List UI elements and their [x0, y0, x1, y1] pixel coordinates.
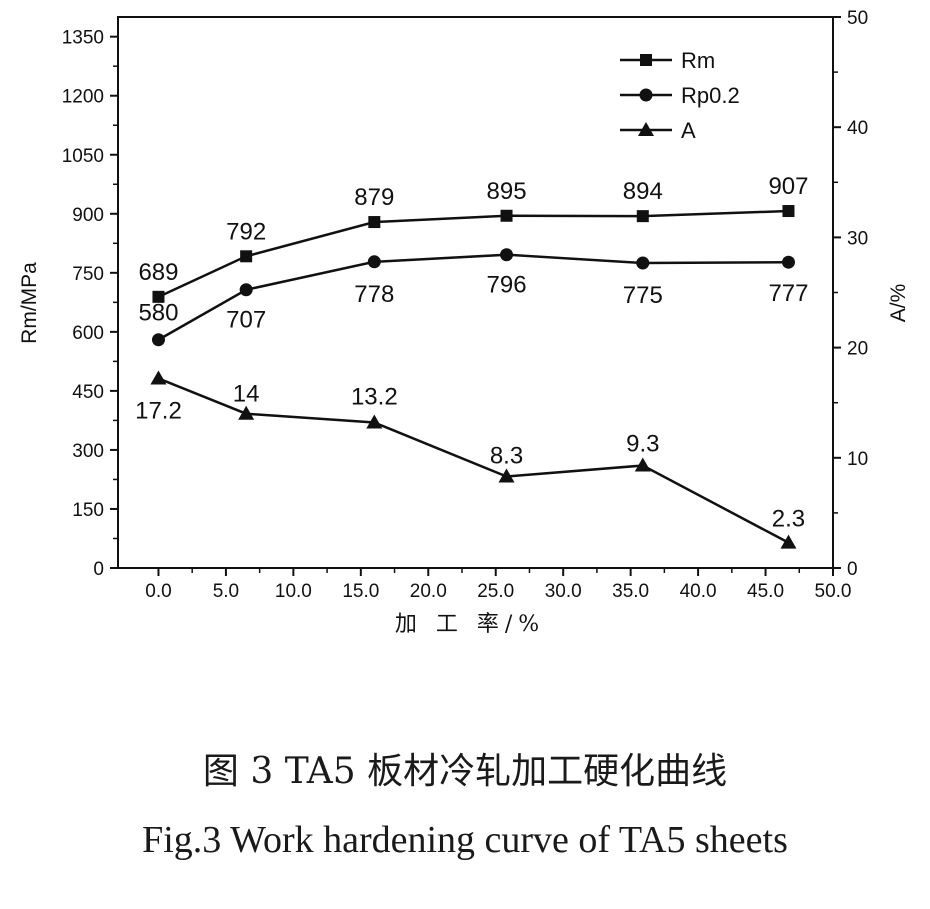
figure-caption-english: Fig.3 Work hardening curve of TA5 sheets: [142, 819, 788, 861]
data-point-rm: [782, 205, 795, 218]
data-label-rp0-2: 775: [623, 282, 663, 309]
x-tick-label: 25.0: [477, 581, 514, 602]
y-left-tick-label: 1050: [62, 146, 104, 167]
series-line-rm: [157, 209, 789, 298]
y-left-tick-label: 1350: [62, 28, 104, 49]
x-tick-label: 0.0: [145, 581, 171, 602]
data-label-rm: 792: [226, 218, 266, 245]
data-point-rp0-2: [500, 248, 514, 262]
y-left-tick-label: 300: [72, 441, 104, 462]
y-axis-title-right: A/%: [887, 284, 910, 323]
x-tick-label: 30.0: [545, 581, 582, 602]
y-right-tick-label: 10: [847, 449, 868, 470]
legend-item-rm: Rm: [620, 48, 715, 73]
data-point-a: [634, 457, 651, 472]
legend-marker: [639, 88, 653, 102]
data-label-rm: 907: [768, 173, 808, 200]
x-tick-label: 5.0: [213, 581, 239, 602]
data-point-a: [150, 370, 167, 385]
data-point-a: [366, 414, 383, 429]
data-point-a: [498, 468, 515, 483]
data-label-rp0-2: 707: [226, 307, 266, 334]
y-left-tick-label: 0: [93, 559, 104, 580]
data-label-rp0-2: 580: [138, 300, 178, 327]
data-point-rm: [152, 290, 165, 303]
data-label-a: 17.2: [135, 397, 182, 424]
data-label-rm: 879: [354, 184, 394, 211]
x-tick-label: 50.0: [815, 581, 852, 602]
y-left-tick-label: 900: [72, 205, 104, 226]
data-point-a: [780, 534, 797, 549]
data-label-rp0-2: 777: [768, 280, 808, 307]
x-tick-label: 40.0: [680, 581, 717, 602]
data-point-rm: [636, 210, 649, 223]
y-right-tick-label: 20: [847, 339, 868, 360]
data-point-rp0-2: [239, 283, 253, 297]
x-axis-title: 加 工 率/%: [395, 612, 545, 637]
data-label-rm: 895: [487, 178, 527, 205]
data-label-a: 14: [233, 381, 260, 408]
data-label-rp0-2: 796: [487, 272, 527, 299]
data-point-rm: [368, 216, 381, 229]
y-right-tick-label: 30: [847, 228, 868, 249]
y-left-tick-label: 150: [72, 500, 104, 521]
y-right-tick-label: 0: [847, 559, 858, 580]
series-rp0-2: [151, 248, 795, 347]
y-left-tick-label: 750: [72, 264, 104, 285]
series-line-a: [158, 377, 790, 544]
series-a: [150, 370, 797, 549]
x-tick-label: 35.0: [612, 581, 649, 602]
legend-label: Rp0.2: [681, 83, 740, 108]
series-line-rp0-2: [157, 253, 789, 341]
x-tick-label: 15.0: [342, 581, 379, 602]
y-right-tick-label: 40: [847, 118, 868, 139]
legend-item-a: A: [620, 118, 696, 143]
data-point-rp0-2: [367, 255, 381, 269]
data-label-a: 9.3: [626, 431, 659, 458]
axes: 0.0 5.0 10.0 15.0 20.0 25.0 30.0 35.0 40.0 45.0 50…: [62, 8, 868, 602]
x-tick-label: 45.0: [747, 581, 784, 602]
data-point-rp0-2: [636, 256, 650, 270]
legend: Rm Rp0.2 A: [620, 48, 740, 143]
data-label-a: 8.3: [490, 443, 523, 470]
legend-label: A: [681, 118, 696, 143]
data-point-a: [238, 405, 255, 420]
legend-marker: [640, 54, 652, 66]
y-right-tick-label: 50: [847, 8, 868, 29]
data-point-rp0-2: [151, 333, 165, 347]
y-left-tick-label: 1200: [62, 87, 104, 108]
x-tick-label: 20.0: [410, 581, 447, 602]
legend-label: Rm: [681, 48, 715, 73]
y-left-tick-label: 450: [72, 382, 104, 403]
series-layer: [150, 205, 797, 549]
data-label-rm: 894: [623, 178, 663, 205]
x-tick-label: 10.0: [275, 581, 312, 602]
legend-item-rp0-2: Rp0.2: [620, 83, 740, 108]
y-axis-title-left: Rm/MPa: [18, 262, 41, 344]
y-left-tick-label: 600: [72, 323, 104, 344]
figure-caption-chinese: 图 3 TA5 板材冷轧加工硬化曲线: [202, 751, 728, 792]
data-label-a: 13.2: [351, 384, 398, 411]
data-labels: 689 792 879 895 894 907 580 707 778 796 775 777 17.2…: [135, 173, 808, 533]
chart: 0.0 5.0 10.0 15.0 20.0 25.0 30.0 35.0 40.0 45.0 50…: [18, 8, 910, 637]
data-point-rm: [240, 250, 253, 263]
series-rm: [152, 205, 795, 303]
data-label-rp0-2: 778: [354, 281, 394, 308]
data-label-rm: 689: [138, 259, 178, 286]
data-point-rm: [500, 209, 513, 222]
data-point-rp0-2: [781, 255, 795, 269]
data-label-a: 2.3: [772, 506, 805, 533]
legend-marker: [638, 122, 654, 136]
